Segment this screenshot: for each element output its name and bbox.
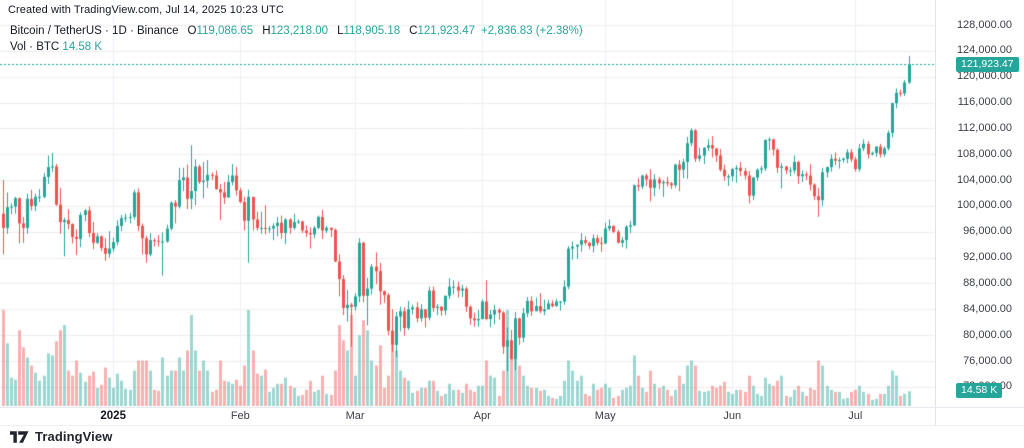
volume-value: 14.58 K xyxy=(62,41,103,53)
price-axis-label: 88,000.00 xyxy=(963,276,1012,289)
low-value: 118,905.18 xyxy=(343,25,401,37)
volume-badge: 14.58 K xyxy=(956,383,1003,399)
price-axis-label: 96,000.00 xyxy=(963,225,1012,238)
time-axis-label: 2025 xyxy=(100,410,126,422)
volume-legend-row: Vol · BTC 14.58 K xyxy=(10,39,583,55)
price-axis-label: 104,000.00 xyxy=(956,173,1012,186)
open-value: 119,086.65 xyxy=(196,25,254,37)
price-axis-label: 84,000.00 xyxy=(963,302,1012,315)
created-with-note: Created with TradingView.com, Jul 14, 20… xyxy=(8,4,284,16)
price-axis-label: 80,000.00 xyxy=(963,328,1012,341)
volume-label: Vol · BTC xyxy=(10,41,60,53)
close-label: C xyxy=(409,25,418,37)
price-axis-label: 120,000.00 xyxy=(956,70,1012,83)
close-value: 121,923.47 xyxy=(417,25,476,37)
last-price-badge: 121,923.47 xyxy=(956,56,1019,72)
price-axis-label: 100,000.00 xyxy=(956,199,1012,212)
symbol-title: Bitcoin / TetherUS · 1D · Binance xyxy=(10,25,179,37)
time-axis-label: May xyxy=(594,410,616,422)
time-axis-label: Mar xyxy=(345,410,365,422)
time-axis-border xyxy=(0,407,1024,408)
symbol-legend-row: Bitcoin / TetherUS · 1D · Binance O119,08… xyxy=(10,23,583,39)
tradingview-logo-icon xyxy=(10,430,29,443)
price-axis-label: 108,000.00 xyxy=(956,147,1012,160)
tradingview-brand: TradingView xyxy=(10,429,112,444)
time-axis-label: Jul xyxy=(848,410,863,422)
tradingview-logo-text: TradingView xyxy=(35,429,113,444)
time-axis-label: Feb xyxy=(230,410,250,422)
price-axis-label: 128,000.00 xyxy=(956,18,1012,31)
price-axis-label: 92,000.00 xyxy=(963,251,1012,264)
high-label: H xyxy=(262,25,271,37)
time-axis-label: Jun xyxy=(723,410,742,422)
change-value: +2,836.83 (+2.38%) xyxy=(481,25,583,37)
price-axis-label: 76,000.00 xyxy=(963,354,1012,367)
price-axis-label: 124,000.00 xyxy=(956,44,1012,57)
time-axis: 2025 Feb Mar Apr May Jun Jul xyxy=(0,408,935,425)
bottom-border xyxy=(0,425,1024,426)
high-value: 123,218.00 xyxy=(270,25,329,37)
price-axis: 128,000.00 124,000.00 120,000.00 116,000.00… xyxy=(935,0,1024,425)
time-axis-label: Apr xyxy=(473,410,491,422)
price-axis-border xyxy=(935,0,936,425)
chart-legend: Bitcoin / TetherUS · 1D · Binance O119,08… xyxy=(10,23,583,55)
low-label: L xyxy=(337,25,344,37)
price-axis-label: 112,000.00 xyxy=(957,121,1012,134)
open-label: O xyxy=(187,25,197,37)
price-axis-label: 116,000.00 xyxy=(957,96,1012,109)
